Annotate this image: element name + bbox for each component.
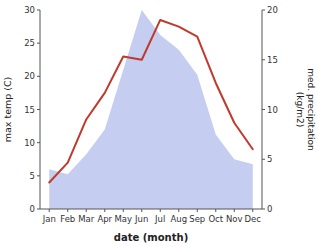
x-tick bbox=[86, 209, 87, 212]
y2-axis-label-line: med. precipitation bbox=[306, 68, 316, 150]
y-tick-label: 30 bbox=[24, 5, 35, 15]
x-tick bbox=[178, 209, 179, 212]
y-axis-label: max temp (C) bbox=[2, 77, 13, 143]
x-tick bbox=[123, 209, 124, 212]
x-tick bbox=[252, 209, 253, 212]
x-tick bbox=[67, 209, 68, 212]
y2-tick-label: 10 bbox=[267, 105, 278, 115]
plot-area bbox=[49, 10, 253, 209]
x-tick-label: Jun bbox=[134, 214, 148, 224]
y-tick bbox=[37, 43, 40, 44]
y-tick bbox=[37, 109, 40, 110]
y2-tick-label: 5 bbox=[267, 154, 272, 164]
temperature-line bbox=[49, 20, 253, 183]
y2-tick-label: 20 bbox=[267, 5, 278, 15]
y2-tick bbox=[262, 159, 265, 160]
x-tick-label: Aug bbox=[170, 214, 187, 224]
y2-tick bbox=[262, 109, 265, 110]
y2-tick bbox=[262, 209, 265, 210]
x-tick bbox=[234, 209, 235, 212]
x-tick bbox=[160, 209, 161, 212]
y2-tick-label: 0 bbox=[267, 204, 272, 214]
x-tick bbox=[197, 209, 198, 212]
y-tick bbox=[37, 175, 40, 176]
x-tick bbox=[215, 209, 216, 212]
y-tick bbox=[37, 142, 40, 143]
y2-tick bbox=[262, 10, 265, 11]
y-tick bbox=[37, 76, 40, 77]
y2-tick-label: 15 bbox=[267, 55, 278, 65]
x-tick-label: Oct bbox=[208, 214, 223, 224]
x-tick bbox=[141, 209, 142, 212]
x-tick-label: Nov bbox=[226, 214, 243, 224]
x-tick-label: Apr bbox=[97, 214, 112, 224]
y-tick-label: 20 bbox=[24, 71, 35, 81]
y2-tick bbox=[262, 59, 265, 60]
y-tick-label: 10 bbox=[24, 138, 35, 148]
precipitation-area bbox=[49, 10, 253, 209]
y-tick-label: 0 bbox=[30, 204, 35, 214]
x-axis-line bbox=[40, 209, 262, 210]
y-tick-label: 5 bbox=[30, 171, 35, 181]
x-tick-label: Mar bbox=[78, 214, 95, 224]
y2-axis-label: med. precipitation(kg/m2) bbox=[295, 68, 316, 150]
x-tick bbox=[49, 209, 50, 212]
x-tick-label: Sep bbox=[189, 214, 205, 224]
y-tick-label: 15 bbox=[24, 105, 35, 115]
x-tick bbox=[104, 209, 105, 212]
y-tick bbox=[37, 10, 40, 11]
y-tick-label: 25 bbox=[24, 38, 35, 48]
y2-axis-label-line: (kg/m2) bbox=[295, 92, 305, 127]
x-tick-label: Feb bbox=[60, 214, 75, 224]
x-axis-label: date (month) bbox=[114, 232, 188, 243]
chart: 0 5 10 15 20 25 30 0 5 10 15 20 Jan FebMarAprMayJun Ju… bbox=[0, 0, 318, 247]
x-tick-label: Dec bbox=[245, 214, 262, 224]
x-tick-label: Jan bbox=[42, 214, 56, 224]
y-tick bbox=[37, 209, 40, 210]
x-tick-label: May bbox=[114, 214, 132, 224]
x-tick-label: Jul bbox=[154, 214, 165, 224]
